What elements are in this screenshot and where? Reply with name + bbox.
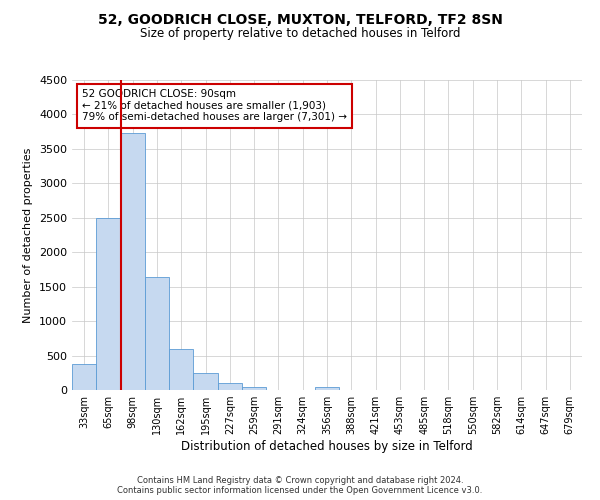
Text: Contains HM Land Registry data © Crown copyright and database right 2024.
Contai: Contains HM Land Registry data © Crown c… <box>118 476 482 495</box>
Bar <box>218 384 242 390</box>
Bar <box>72 364 96 390</box>
X-axis label: Distribution of detached houses by size in Telford: Distribution of detached houses by size … <box>181 440 473 453</box>
Text: Size of property relative to detached houses in Telford: Size of property relative to detached ho… <box>140 28 460 40</box>
Bar <box>242 386 266 390</box>
Bar <box>96 218 121 390</box>
Text: 52 GOODRICH CLOSE: 90sqm
← 21% of detached houses are smaller (1,903)
79% of sem: 52 GOODRICH CLOSE: 90sqm ← 21% of detach… <box>82 90 347 122</box>
Text: 52, GOODRICH CLOSE, MUXTON, TELFORD, TF2 8SN: 52, GOODRICH CLOSE, MUXTON, TELFORD, TF2… <box>98 12 502 26</box>
Y-axis label: Number of detached properties: Number of detached properties <box>23 148 34 322</box>
Bar <box>315 386 339 390</box>
Bar <box>145 277 169 390</box>
Bar <box>169 348 193 390</box>
Bar <box>193 374 218 390</box>
Bar <box>121 133 145 390</box>
